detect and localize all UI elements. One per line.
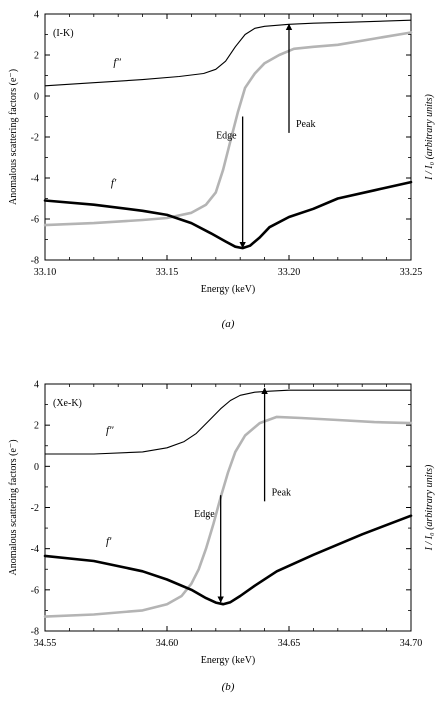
y-axis-label: Anomalous scattering factors (e⁻) — [8, 69, 19, 205]
series-line — [43, 415, 413, 618]
x-tick-label: 34.60 — [156, 638, 179, 649]
inset-label: (I-K) — [53, 28, 74, 39]
inset-label: (Xe-K) — [53, 398, 82, 409]
x-tick-label: 34.70 — [400, 638, 423, 649]
series-line — [43, 514, 413, 606]
y-tick-label: -8 — [31, 627, 39, 638]
y-tick-label: 0 — [34, 462, 39, 473]
series-line — [44, 19, 412, 87]
x-axis-label: Energy (keV) — [201, 284, 256, 295]
annotation-label: Edge — [216, 131, 237, 142]
y-tick-label: 4 — [34, 10, 39, 21]
x-tick-label: 33.25 — [400, 267, 423, 278]
annotation-label: Peak — [296, 119, 315, 130]
y-tick-label: 2 — [34, 421, 39, 432]
x-tick-label: 33.20 — [278, 267, 301, 278]
series-label: f″ — [106, 424, 114, 436]
y-tick-label: -6 — [31, 585, 39, 596]
panel-caption: (a) — [222, 318, 235, 330]
series-line — [43, 180, 413, 250]
y-tick-label: -2 — [31, 133, 39, 144]
annotation-label: Peak — [272, 487, 291, 498]
y-tick-label: -6 — [31, 215, 39, 226]
y-tick-label: -8 — [31, 256, 39, 267]
y-axis-label-right: I / I₀ (arbitrary units) — [424, 464, 435, 551]
y-tick-label: -4 — [31, 174, 39, 185]
x-axis-label: Energy (keV) — [201, 655, 256, 666]
x-tick-label: 34.65 — [278, 638, 301, 649]
series-label: f′ — [111, 177, 117, 189]
annotation-label: Edge — [194, 509, 215, 520]
y-tick-label: -4 — [31, 544, 39, 555]
y-tick-label: 4 — [34, 380, 39, 391]
series-label: f′ — [106, 536, 112, 548]
y-tick-label: 2 — [34, 51, 39, 62]
y-axis-label-right: I / I₀ (arbitrary units) — [424, 93, 435, 180]
y-axis-label: Anomalous scattering factors (e⁻) — [8, 439, 19, 575]
y-tick-label: -2 — [31, 503, 39, 514]
series-label: f″ — [113, 56, 121, 68]
series-line — [43, 31, 413, 227]
panel-b: -8 -6 -4 -2 0 2 4 34.55 34.60 34.65 34.70 Energy (k… — [8, 380, 435, 694]
panel-caption: (b) — [222, 681, 235, 693]
panel-a: -8 -6 -4 -2 0 2 4 33.10 33.15 33.20 33.25 Energy (k… — [8, 10, 435, 331]
x-tick-label: 34.55 — [34, 638, 57, 649]
x-tick-label: 33.10 — [34, 267, 57, 278]
x-tick-label: 33.15 — [156, 267, 179, 278]
series-line — [44, 389, 412, 455]
y-tick-label: 0 — [34, 92, 39, 103]
